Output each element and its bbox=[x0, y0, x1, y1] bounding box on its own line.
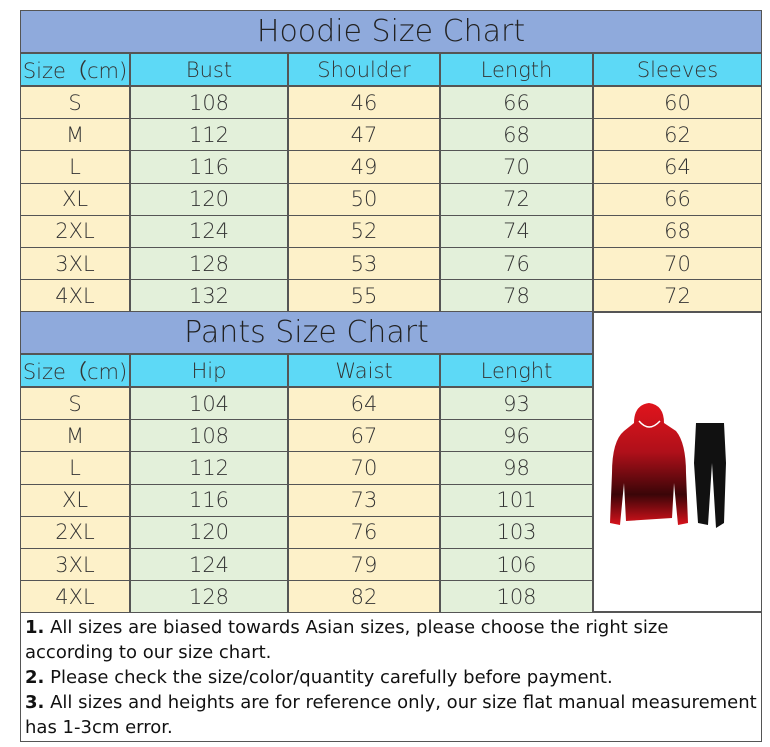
cell: 106 bbox=[440, 548, 593, 582]
column-header: Sleeves bbox=[593, 53, 762, 86]
size-cell: 3XL bbox=[20, 548, 130, 582]
column-header: Bust bbox=[130, 53, 288, 86]
cell: 108 bbox=[130, 86, 288, 120]
size-cell: M bbox=[20, 118, 130, 152]
note: 1. All sizes are biased towards Asian si… bbox=[25, 615, 757, 665]
cell: 112 bbox=[130, 451, 288, 485]
cell: 96 bbox=[440, 419, 593, 453]
cell: 78 bbox=[440, 279, 593, 313]
size-cell: S bbox=[20, 86, 130, 120]
cell: 72 bbox=[440, 182, 593, 216]
cell: 132 bbox=[130, 279, 288, 313]
cell: 124 bbox=[130, 214, 288, 248]
cell: 70 bbox=[288, 451, 440, 485]
column-header: Hip bbox=[130, 354, 288, 387]
cell: 82 bbox=[288, 580, 440, 614]
cell: 76 bbox=[288, 515, 440, 549]
cell: 49 bbox=[288, 150, 440, 184]
column-header: Waist bbox=[288, 354, 440, 387]
cell: 93 bbox=[440, 387, 593, 421]
cell: 103 bbox=[440, 515, 593, 549]
notes: 1. All sizes are biased towards Asian si… bbox=[20, 612, 762, 742]
cell: 72 bbox=[593, 279, 762, 313]
cell: 108 bbox=[440, 580, 593, 614]
column-header: Size（cm) bbox=[20, 53, 130, 86]
cell: 67 bbox=[288, 419, 440, 453]
product-image bbox=[593, 312, 762, 612]
cell: 101 bbox=[440, 483, 593, 517]
cell: 53 bbox=[288, 247, 440, 281]
column-header: Shoulder bbox=[288, 53, 440, 86]
size-cell: 4XL bbox=[20, 580, 130, 614]
cell: 120 bbox=[130, 182, 288, 216]
cell: 64 bbox=[593, 150, 762, 184]
cell: 55 bbox=[288, 279, 440, 313]
cell: 66 bbox=[593, 182, 762, 216]
cell: 116 bbox=[130, 483, 288, 517]
size-cell: S bbox=[20, 387, 130, 421]
cell: 70 bbox=[440, 150, 593, 184]
cell: 70 bbox=[593, 247, 762, 281]
note-text: Please check the size/color/quantity car… bbox=[44, 667, 613, 688]
size-cell: 2XL bbox=[20, 214, 130, 248]
cell: 46 bbox=[288, 86, 440, 120]
note-number: 1. bbox=[25, 617, 45, 638]
size-cell: XL bbox=[20, 182, 130, 216]
note: 3. All sizes and heights are for referen… bbox=[25, 690, 757, 740]
cell: 124 bbox=[130, 548, 288, 582]
cell: 112 bbox=[130, 118, 288, 152]
size-cell: L bbox=[20, 150, 130, 184]
column-header: Size（cm) bbox=[20, 354, 130, 387]
note-number: 2. bbox=[25, 667, 45, 688]
cell: 120 bbox=[130, 515, 288, 549]
column-header: Length bbox=[440, 53, 593, 86]
cell: 128 bbox=[130, 247, 288, 281]
cell: 60 bbox=[593, 86, 762, 120]
cell: 64 bbox=[288, 387, 440, 421]
cell: 74 bbox=[440, 214, 593, 248]
cell: 62 bbox=[593, 118, 762, 152]
table-title: Hoodie Size Chart bbox=[20, 10, 762, 53]
cell: 52 bbox=[288, 214, 440, 248]
table-title: Pants Size Chart bbox=[20, 311, 593, 354]
cell: 68 bbox=[593, 214, 762, 248]
cell: 98 bbox=[440, 451, 593, 485]
cell: 116 bbox=[130, 150, 288, 184]
cell: 50 bbox=[288, 182, 440, 216]
cell: 66 bbox=[440, 86, 593, 120]
cell: 79 bbox=[288, 548, 440, 582]
note-number: 3. bbox=[25, 692, 45, 713]
note-text: All sizes and heights are for reference … bbox=[25, 692, 757, 738]
cell: 68 bbox=[440, 118, 593, 152]
size-cell: 3XL bbox=[20, 247, 130, 281]
size-cell: 4XL bbox=[20, 279, 130, 313]
size-cell: 2XL bbox=[20, 515, 130, 549]
cell: 73 bbox=[288, 483, 440, 517]
cell: 108 bbox=[130, 419, 288, 453]
column-header: Lenght bbox=[440, 354, 593, 387]
cell: 128 bbox=[130, 580, 288, 614]
note-text: All sizes are biased towards Asian sizes… bbox=[25, 617, 669, 663]
size-cell: XL bbox=[20, 483, 130, 517]
note: 2. Please check the size/color/quantity … bbox=[25, 665, 757, 690]
cell: 76 bbox=[440, 247, 593, 281]
cell: 47 bbox=[288, 118, 440, 152]
cell: 104 bbox=[130, 387, 288, 421]
tracksuit-illustration bbox=[610, 403, 726, 528]
size-cell: M bbox=[20, 419, 130, 453]
size-cell: L bbox=[20, 451, 130, 485]
